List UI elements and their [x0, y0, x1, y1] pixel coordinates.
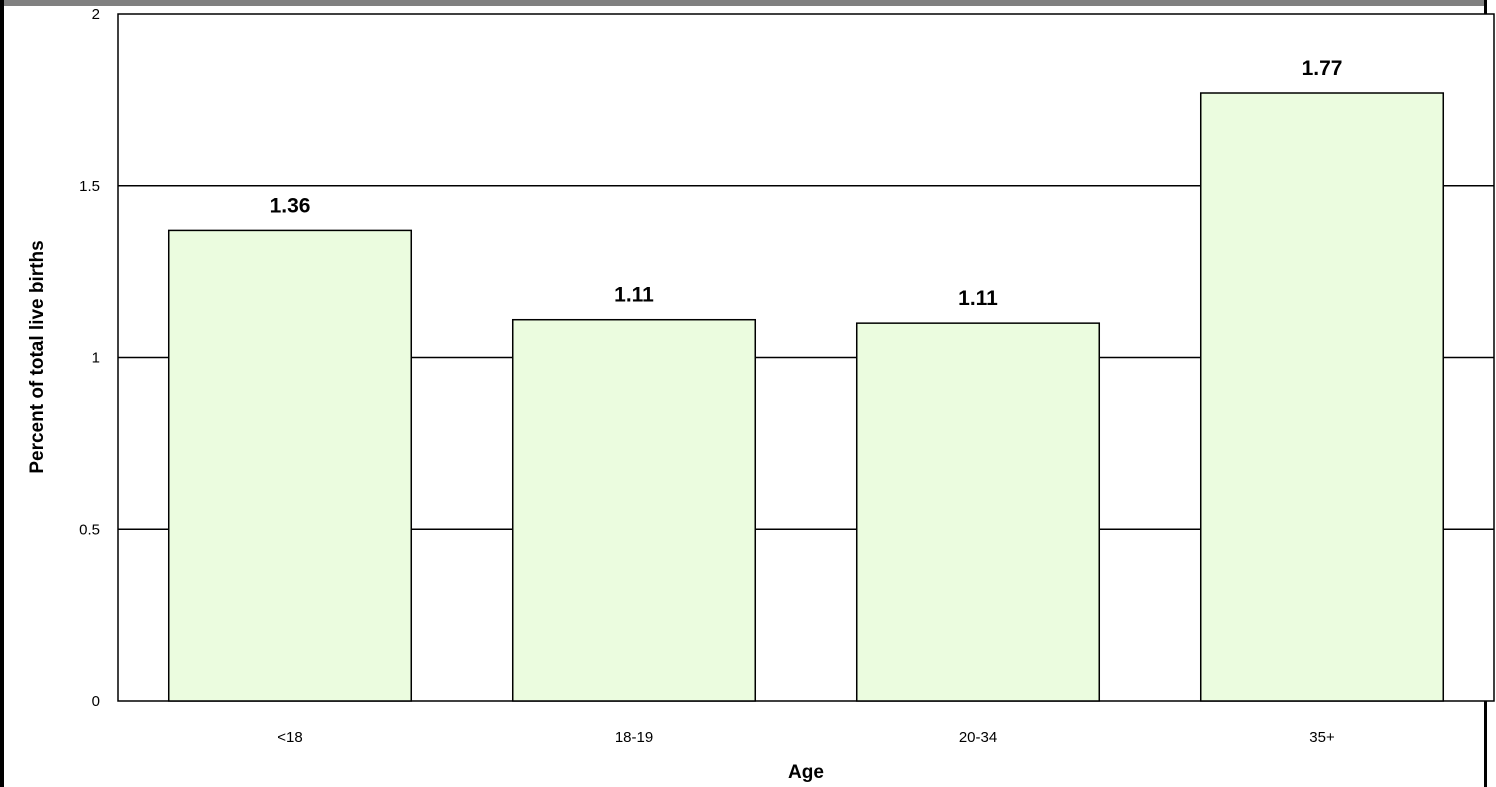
y-tick-label: 2: [92, 6, 100, 23]
data-label: 1.11: [958, 287, 998, 310]
x-tick-label: <18: [277, 729, 302, 746]
data-label: 1.11: [614, 284, 654, 307]
x-axis-ticks: <18 18-19 20-34 35+: [277, 729, 1335, 746]
data-labels: 1.36 1.11 1.11 1.77: [270, 57, 1343, 310]
x-tick-label: 35+: [1309, 729, 1335, 746]
left-frame-line: [0, 0, 4, 787]
data-label: 1.77: [1302, 57, 1343, 80]
top-rule: [0, 0, 1484, 6]
y-axis-title: Percent of total live births: [27, 240, 48, 473]
data-label: 1.36: [270, 194, 311, 217]
x-tick-label: 18-19: [615, 729, 653, 746]
y-tick-label: 1.5: [79, 178, 100, 195]
y-tick-label: 0.5: [79, 521, 100, 538]
x-axis-title: Age: [788, 762, 824, 783]
y-axis-ticks: 0 0.5 1 1.5 2: [79, 6, 100, 710]
y-tick-label: 0: [92, 693, 100, 710]
bar: [1199, 92, 1445, 702]
y-tick-label: 1: [92, 350, 100, 367]
x-tick-label: 20-34: [959, 729, 997, 746]
bar: [855, 322, 1101, 702]
bars: [167, 92, 1445, 702]
bar: [511, 318, 757, 702]
bar: [167, 229, 413, 702]
